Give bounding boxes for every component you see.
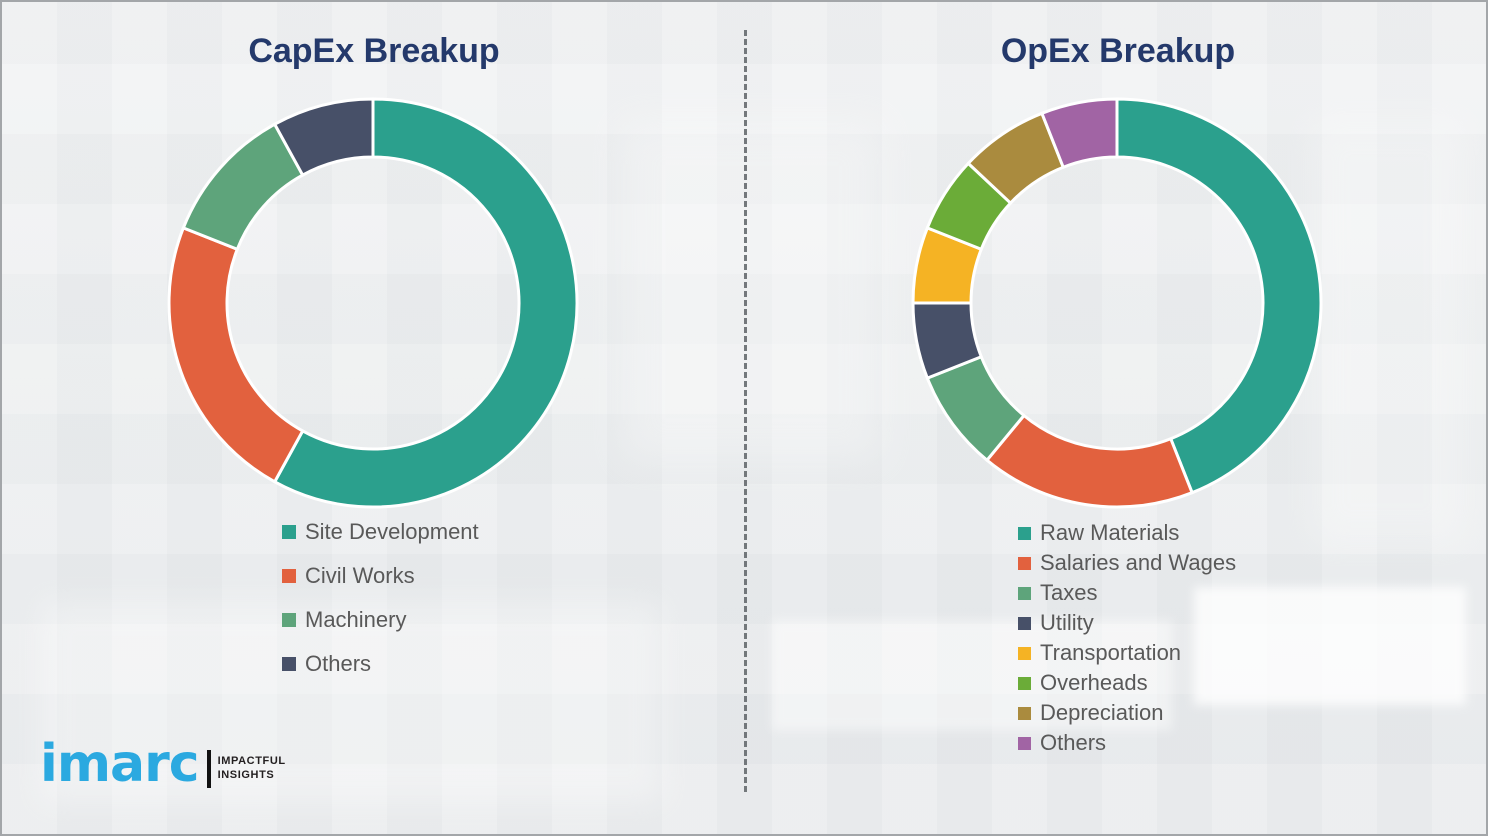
opex-donut-chart [907,93,1327,513]
legend-item-site-development: Site Development [282,510,479,554]
legend-label: Site Development [305,519,479,544]
legend-label: Transportation [1040,640,1182,665]
legend-swatch-raw-materials [1018,526,1031,540]
imarc-tagline: IMPACTFUL INSIGHTS [218,755,286,783]
legend-label: Overheads [1040,670,1148,695]
legend-swatch-others [282,657,296,671]
capex-legend: Site Development Civil Works Machinery Othe… [282,510,479,686]
opex-donut-svg [911,97,1323,509]
tagline-line2: INSIGHTS [217,769,275,781]
legend-item-machinery: Machinery [282,598,479,642]
tagline-line1: IMPACTFUL [217,755,286,768]
opex-legend: Raw Materials Salaries and Wages Taxes Util… [1018,518,1236,758]
legend-item-overheads: Overheads [1018,668,1236,698]
opex-title: OpEx Breakup [1000,32,1236,70]
legend-swatch-overheads [1018,676,1031,690]
legend-item-transportation: Transportation [1018,638,1236,668]
legend-label: Salaries and Wages [1040,550,1237,575]
capex-title: CapEx Breakup [248,32,500,70]
capex-donut-chart [163,93,583,513]
legend-swatch-site-development [282,525,296,539]
legend-item-taxes: Taxes [1018,578,1236,608]
legend-item-others: Others [282,642,479,686]
donut-segment-others [1040,97,1119,169]
donut-segment-site-development [273,97,579,509]
legend-swatch-others [1018,736,1031,750]
imarc-logo: imarc IMPACTFUL INSIGHTS [40,733,286,794]
legend-label: Others [1040,730,1107,755]
legend-label: Civil Works [305,563,415,588]
legend-swatch-depreciation [1018,706,1031,720]
donut-segment-others [273,97,375,177]
legend-label: Depreciation [1040,700,1164,725]
legend-item-others: Others [1018,728,1236,758]
legend-item-utility: Utility [1018,608,1236,638]
legend-label: Utility [1040,610,1094,635]
legend-swatch-salaries-and-wages [1018,556,1031,570]
legend-swatch-machinery [282,613,296,627]
legend-swatch-civil-works [282,569,296,583]
legend-item-salaries-and-wages: Salaries and Wages [1018,548,1236,578]
imarc-wordmark: imarc [40,733,200,794]
logo-divider-bar [206,750,211,788]
legend-label: Machinery [305,607,407,632]
legend-swatch-taxes [1018,586,1031,600]
capex-donut-svg [167,97,579,509]
legend-item-depreciation: Depreciation [1018,698,1236,728]
opex-panel: OpEx Breakup Raw Materials Salaries and W… [746,2,1486,834]
donut-segment-raw-materials [1115,97,1323,495]
dashed-divider [744,30,747,792]
donut-segment-salaries-and-wages [985,413,1194,509]
legend-label: Others [305,651,372,676]
legend-label: Taxes [1040,580,1098,605]
donut-segment-civil-works [167,226,305,484]
legend-item-civil-works: Civil Works [282,554,479,598]
legend-item-raw-materials: Raw Materials [1018,518,1236,548]
legend-swatch-utility [1018,616,1031,630]
legend-swatch-transportation [1018,646,1031,660]
capex-panel: CapEx Breakup Site Development Civil Work… [2,2,746,834]
legend-label: Raw Materials [1040,520,1180,545]
